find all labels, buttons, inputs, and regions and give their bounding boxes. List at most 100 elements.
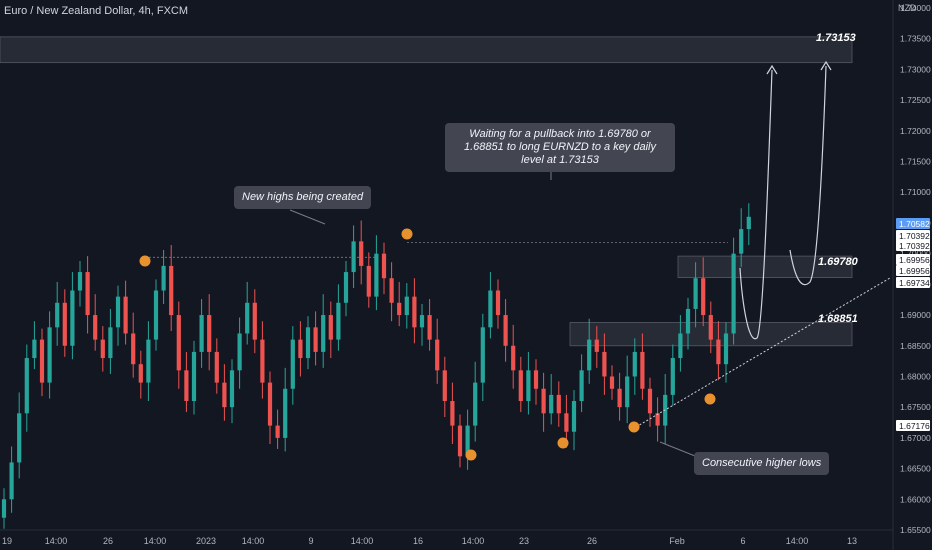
candle-body [488, 290, 493, 328]
candle-body [701, 278, 706, 316]
zone-label-target: 1.73153 [816, 32, 856, 44]
price-axis[interactable]: 1.74000 1.73500 1.73000 1.72500 1.72000 1.715… [896, 3, 931, 535]
candle-body [381, 253, 387, 279]
candle-body [541, 388, 546, 414]
price-tick-label: 1.68500 [900, 341, 931, 351]
candle-body [47, 327, 52, 383]
price-label-text: 1.70392 [899, 231, 930, 241]
candle-body [587, 339, 592, 371]
candle-body [55, 302, 60, 328]
time-tick-label: 14:00 [45, 536, 68, 546]
candle-body [328, 315, 333, 340]
price-label-text: 1.70392 [899, 241, 930, 251]
price-label-text: 1.67176 [899, 421, 930, 431]
candle-body [412, 296, 417, 328]
candle-body [465, 425, 470, 457]
candle-body [617, 388, 622, 408]
candle-body [602, 351, 607, 377]
candle-body [419, 315, 425, 328]
price-tick-label: 1.71500 [900, 157, 931, 167]
candle-body [77, 272, 83, 291]
candle-body [283, 388, 288, 438]
price-label-box [896, 218, 930, 229]
candle-body [389, 278, 394, 303]
price-label-box [896, 277, 930, 288]
zone-label-1: 1.69780 [818, 256, 858, 268]
time-tick-label: 14:00 [786, 536, 809, 546]
price-tick-label: 1.68000 [900, 371, 931, 381]
candle-body [32, 339, 37, 359]
candle-body [526, 370, 531, 402]
candle-body [9, 462, 14, 500]
candle-body [549, 394, 554, 414]
candle-body [473, 382, 478, 426]
candle-body [647, 388, 653, 414]
candle-body [625, 376, 630, 408]
candle-body [564, 413, 569, 432]
callout-pointer [659, 441, 701, 459]
time-tick-label: 9 [308, 536, 313, 546]
price-tick-label: 1.72500 [900, 95, 931, 105]
price-label-box [896, 420, 930, 431]
swing-point-marker [557, 437, 569, 449]
price-tick-label: 1.67000 [900, 433, 931, 443]
candle-body [153, 290, 159, 340]
candle-body [404, 296, 409, 316]
candle-body [336, 302, 341, 340]
candle-body [298, 339, 303, 359]
candle-body [495, 290, 501, 316]
candle-body [85, 272, 90, 316]
price-tick-label: 1.73000 [900, 64, 931, 74]
price-tick-label: 1.71000 [900, 187, 931, 197]
price-tick-label: 1.74000 [900, 3, 931, 13]
time-tick-label: 14:00 [242, 536, 265, 546]
candle-body [518, 370, 523, 402]
candle-body [594, 339, 599, 352]
candle-body [199, 315, 204, 352]
candle-body [609, 376, 615, 389]
candle-body [321, 315, 326, 352]
projection-path-1 [739, 69, 773, 340]
price-label-text: 1.70582 [899, 219, 930, 229]
candle-body [138, 364, 143, 383]
candle-body [70, 290, 75, 346]
candle-body [161, 265, 166, 291]
swing-point-marker [401, 228, 413, 240]
callout-new-highs: New highs being created [234, 186, 372, 209]
callout-waiting: Waiting for a pullback into 1.69780 or 1… [445, 123, 675, 172]
candle-body [39, 339, 45, 383]
candle-body [693, 278, 698, 309]
candle-body [214, 351, 219, 383]
candle-body [685, 308, 691, 334]
candle-body [176, 315, 181, 371]
price-label-text: 1.69734 [899, 278, 930, 288]
candle-body [1, 499, 7, 518]
projection-arrow-1 [766, 64, 778, 75]
candle-body [115, 296, 121, 328]
candle-body [571, 401, 577, 432]
candle-body [397, 302, 402, 316]
candle-body [343, 272, 349, 303]
candle-body [359, 241, 364, 266]
candle-body [503, 315, 508, 346]
candle-body [723, 333, 729, 365]
candle-body [222, 382, 227, 408]
candle-body [237, 333, 242, 371]
time-tick-label: 16 [413, 536, 423, 546]
candle-body [556, 394, 561, 414]
time-tick-label: 14:00 [144, 536, 167, 546]
time-axis[interactable]: 19 14:00 26 14:00 2023 14:00 9 14:00 16 14:00 23 26… [2, 536, 857, 546]
candle-body [450, 401, 455, 426]
candle-body [252, 302, 257, 340]
zone-label-2: 1.68851 [818, 313, 858, 325]
price-tick-label: 1.73500 [900, 34, 931, 44]
candle-body [100, 339, 105, 359]
candle-body [731, 253, 736, 334]
candle-body [511, 345, 516, 371]
price-label-box [896, 240, 930, 251]
candle-body [435, 339, 440, 371]
candle-body [739, 229, 744, 254]
candle-body [442, 370, 447, 402]
currency-label: NZD [898, 3, 917, 13]
